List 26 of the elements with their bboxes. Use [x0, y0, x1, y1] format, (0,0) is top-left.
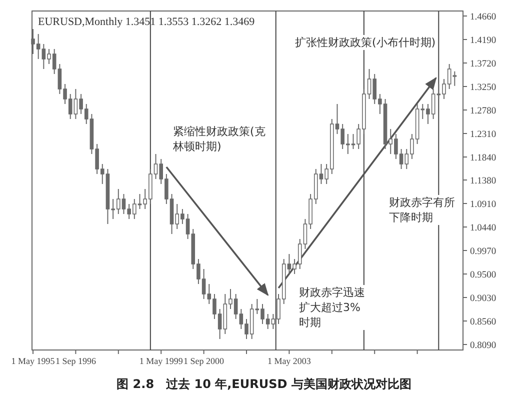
y-tick-label: 1.1840	[470, 154, 496, 164]
annotation: 扩张性财政政策(小布什时期)	[295, 36, 436, 49]
y-tick-label: 0.9500	[470, 270, 496, 280]
y-tick-label: 0.9030	[470, 294, 496, 304]
annotation: 紧缩性财政政策(克林顿时期)	[172, 125, 266, 153]
x-tick-label: 1 May 2003	[267, 356, 312, 366]
y-tick-label: 1.4660	[470, 12, 496, 22]
y-tick-label: 1.2310	[470, 130, 496, 140]
caption: 图 2.8 过去 10 年,EURUSD 与美国财政状况对比图	[116, 377, 412, 391]
y-tick-label: 1.3250	[470, 83, 496, 93]
y-tick-label: 1.3720	[470, 60, 496, 70]
x-tick-label: 1 Sep 1996	[55, 356, 96, 366]
y-tick-label: 1.1380	[470, 176, 496, 186]
annotation: 财政赤字迅速扩大超过3%时期	[299, 286, 365, 329]
candlestick	[452, 70, 457, 86]
y-tick-label: 0.9970	[470, 247, 496, 257]
x-tick-label: 1 May 1995	[11, 356, 56, 366]
x-tick-label: 1 Sep 2000	[184, 356, 225, 366]
y-tick-label: 0.8560	[470, 318, 496, 328]
y-tick-label: 1.4190	[470, 36, 496, 46]
x-tick-label: 1 May 1999	[139, 356, 184, 366]
y-tick-label: 1.0440	[470, 224, 496, 234]
y-tick-label: 1.2780	[470, 106, 496, 116]
annotation: 财政赤字有所下降时期	[389, 196, 455, 224]
y-tick-label: 0.8090	[470, 341, 496, 351]
y-tick-label: 1.0910	[470, 200, 496, 210]
